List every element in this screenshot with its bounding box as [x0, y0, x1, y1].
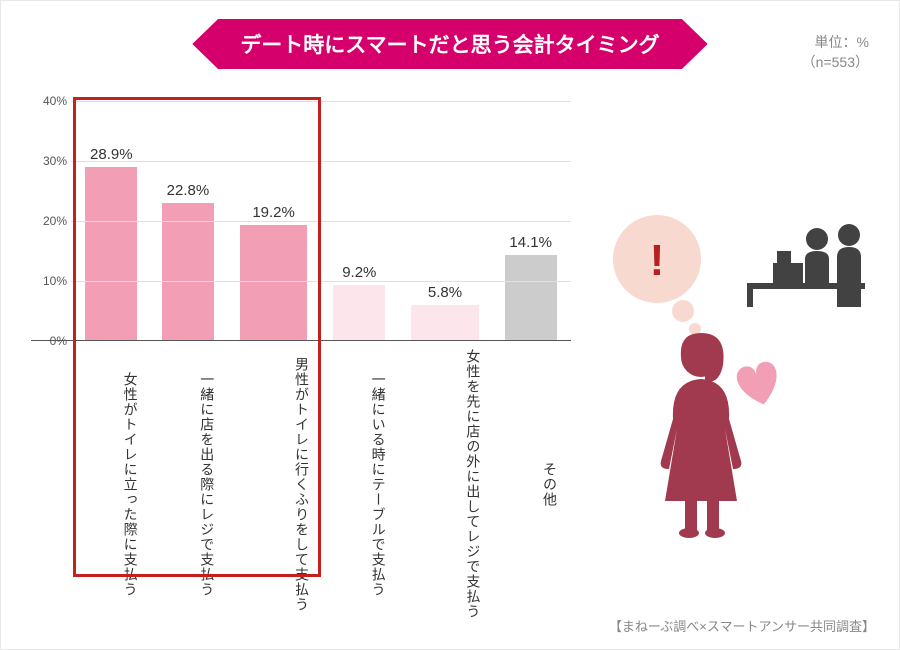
woman-icon [661, 333, 742, 538]
bar-value-label: 19.2% [252, 204, 295, 221]
y-tick-label: 0% [31, 334, 67, 348]
y-tick-label: 10% [31, 274, 67, 288]
bar-value-label: 22.8% [167, 182, 210, 199]
x-axis-label: 女性がトイレに立った際に支払う [81, 349, 142, 619]
title-ribbon: デート時にスマートだと思う会計タイミング [192, 19, 707, 69]
grid-line [71, 221, 571, 222]
unit-note: 単位：% （n=553） [802, 33, 869, 72]
heart-icon [734, 360, 783, 410]
unit-line-2: （n=553） [802, 53, 869, 73]
speech-bubble-icon: ! [613, 215, 701, 335]
x-axis-label: その他 [500, 349, 561, 619]
bar-value-label: 5.8% [428, 284, 462, 301]
y-tick-label: 20% [31, 214, 67, 228]
x-labels: 女性がトイレに立った際に支払う一緒に店を出る際にレジで支払う男性がトイレに行くふ… [81, 349, 561, 619]
bar-chart: 28.9%22.8%19.2%9.2%5.8%14.1% 0%10%20%30%… [31, 101, 571, 581]
cashier-icon [747, 224, 865, 307]
grid-line [71, 161, 571, 162]
grid-line [71, 101, 571, 102]
y-tick-label: 30% [31, 154, 67, 168]
x-axis-label: 男性がトイレに行くふりをして支払う [234, 349, 313, 619]
x-axis-label: 一緒にいる時にテーブルで支払う [329, 349, 390, 619]
source-note: 【まねーぶ調べ×スマートアンサー共同調査】 [609, 616, 875, 635]
bar [240, 225, 308, 340]
bar [333, 285, 385, 340]
svg-text:!: ! [650, 236, 665, 285]
grid-line [71, 281, 571, 282]
plot-area: 28.9%22.8%19.2%9.2%5.8%14.1% 0%10%20%30%… [31, 101, 571, 341]
unit-line-1: 単位：% [802, 33, 869, 53]
bar [505, 255, 557, 340]
bar [162, 203, 214, 340]
x-axis-label: 女性を先に店の外に出してレジで支払う [406, 349, 485, 619]
bar [85, 167, 137, 340]
illustration: ! [587, 201, 867, 541]
y-tick-label: 40% [31, 94, 67, 108]
bar [411, 305, 479, 340]
bar-value-label: 9.2% [342, 264, 376, 281]
bar-value-label: 14.1% [509, 234, 552, 251]
x-axis-label: 一緒に店を出る際にレジで支払う [158, 349, 219, 619]
